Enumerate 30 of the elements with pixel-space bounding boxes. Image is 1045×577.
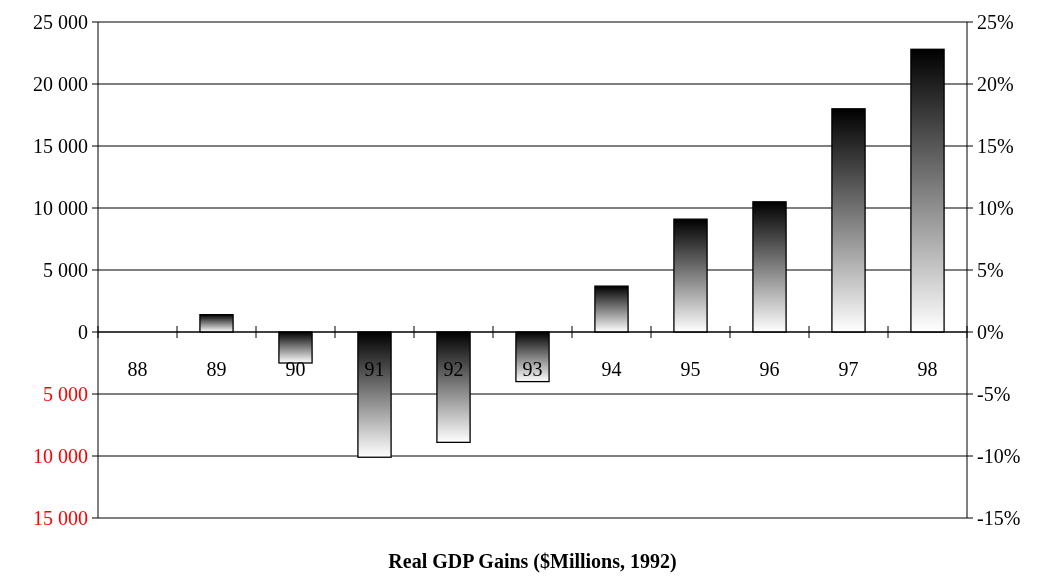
y-tick-label: 10 000 (33, 197, 88, 219)
x-tick-label: 91 (364, 358, 385, 380)
y2-tick-label: -15% (977, 507, 1021, 529)
y-tick-label: 10 000 (33, 445, 88, 467)
x-tick-label: 95 (680, 358, 701, 380)
y-tick-label: 15 000 (33, 507, 88, 529)
y-tick-label: 20 000 (33, 73, 88, 95)
x-tick-label: 94 (601, 358, 622, 380)
x-tick-label: 98 (917, 358, 938, 380)
y-tick-label: 5 000 (43, 259, 88, 281)
x-tick-label: 88 (127, 358, 148, 380)
y-tick-label: 0 (78, 321, 88, 343)
y2-tick-label: 10% (977, 197, 1014, 219)
x-tick-label: 89 (206, 358, 227, 380)
x-tick-label: 97 (838, 358, 859, 380)
x-tick-label: 96 (759, 358, 780, 380)
x-axis-title: Real GDP Gains ($Millions, 1992) (388, 550, 677, 573)
x-tick-label: 90 (285, 358, 306, 380)
y-tick-label: 5 000 (43, 383, 88, 405)
y2-tick-label: -5% (977, 383, 1011, 405)
y2-tick-label: 25% (977, 11, 1014, 33)
y2-tick-label: -10% (977, 445, 1021, 467)
x-tick-label: 92 (443, 358, 464, 380)
x-tick-label: 93 (522, 358, 543, 380)
y2-tick-label: 15% (977, 135, 1014, 157)
y2-tick-label: 20% (977, 73, 1014, 95)
y-tick-label: 15 000 (33, 135, 88, 157)
y-tick-label: 25 000 (33, 11, 88, 33)
y2-tick-label: 0% (977, 321, 1004, 343)
y2-tick-label: 5% (977, 259, 1004, 281)
